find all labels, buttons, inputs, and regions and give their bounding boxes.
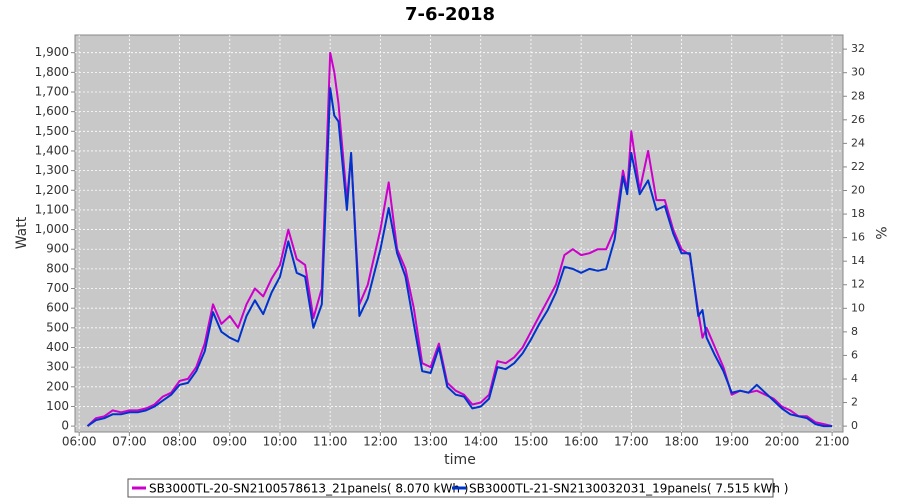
x-tick-label: 13:00 (413, 435, 448, 449)
legend (127, 478, 774, 498)
y-tick-label: 200 (46, 379, 69, 393)
y2-tick-label: 24 (851, 136, 865, 149)
plot-area (74, 34, 844, 433)
y-tick-label: 1,200 (35, 183, 69, 197)
x-axis-label: time (444, 452, 476, 468)
y2-tick-label: 14 (851, 254, 865, 267)
y2-tick-label: 28 (851, 89, 865, 102)
y-tick-label: 400 (46, 340, 69, 354)
legend-entry: SB3000TL-20-SN2100578613_21panels( 8.070… (149, 482, 468, 496)
y2-tick-label: 30 (851, 66, 865, 79)
y2-tick-label: 16 (851, 231, 865, 244)
y2-tick-label: 18 (851, 207, 865, 220)
x-tick-label: 19:00 (714, 435, 749, 449)
y-tick-label: 1,500 (35, 124, 69, 138)
y2-tick-label: 2 (851, 396, 858, 409)
x-tick-label: 12:00 (363, 435, 398, 449)
y2-tick-label: 22 (851, 160, 865, 173)
x-tick-label: 16:00 (564, 435, 599, 449)
y-tick-label: 700 (46, 281, 69, 295)
y-axis-label: Watt (14, 216, 30, 249)
y-tick-label: 1,600 (35, 104, 69, 118)
x-tick-label: 11:00 (313, 435, 348, 449)
x-tick-label: 09:00 (212, 435, 247, 449)
y-tick-label: 900 (46, 242, 69, 256)
y-tick-label: 600 (46, 301, 69, 315)
x-tick-label: 08:00 (162, 435, 197, 449)
y2-tick-label: 8 (851, 325, 858, 338)
x-tick-label: 06:00 (62, 435, 97, 449)
y2-axis-label: % (872, 226, 888, 239)
series-line (86, 87, 833, 428)
y-tick-label: 1,900 (35, 45, 69, 59)
y-tick-label: 1,000 (35, 222, 69, 236)
y2-tick-label: 12 (851, 278, 865, 291)
y2-tick-label: 20 (851, 184, 865, 197)
y-tick-label: 800 (46, 261, 69, 275)
y-tick-label: 0 (61, 419, 69, 433)
x-tick-label: 20:00 (765, 435, 800, 449)
x-tick-label: 07:00 (112, 435, 147, 449)
y-tick-label: 1,400 (35, 143, 69, 157)
x-tick-label: 18:00 (664, 435, 699, 449)
y-tick-label: 500 (46, 320, 69, 334)
x-tick-label: 17:00 (614, 435, 649, 449)
y-tick-label: 1,100 (35, 202, 69, 216)
x-tick-label: 14:00 (463, 435, 498, 449)
y-tick-label: 1,800 (35, 65, 69, 79)
y-tick-label: 1,300 (35, 163, 69, 177)
y2-tick-label: 6 (851, 348, 858, 361)
x-tick-label: 10:00 (263, 435, 298, 449)
y-tick-label: 300 (46, 360, 69, 374)
y2-tick-label: 4 (851, 372, 858, 385)
x-tick-label: 21:00 (815, 435, 850, 449)
y2-tick-label: 26 (851, 113, 865, 126)
y-tick-label: 1,700 (35, 84, 69, 98)
y2-tick-label: 0 (851, 419, 858, 432)
legend-entry: SB3000TL-21-SN2130032031_19panels( 7.515… (469, 482, 788, 496)
x-tick-label: 15:00 (514, 435, 549, 449)
chart-title: 7-6-2018 (405, 4, 495, 25)
y-tick-label: 100 (46, 399, 69, 413)
y2-tick-label: 10 (851, 301, 865, 314)
y2-tick-label: 32 (851, 42, 865, 55)
